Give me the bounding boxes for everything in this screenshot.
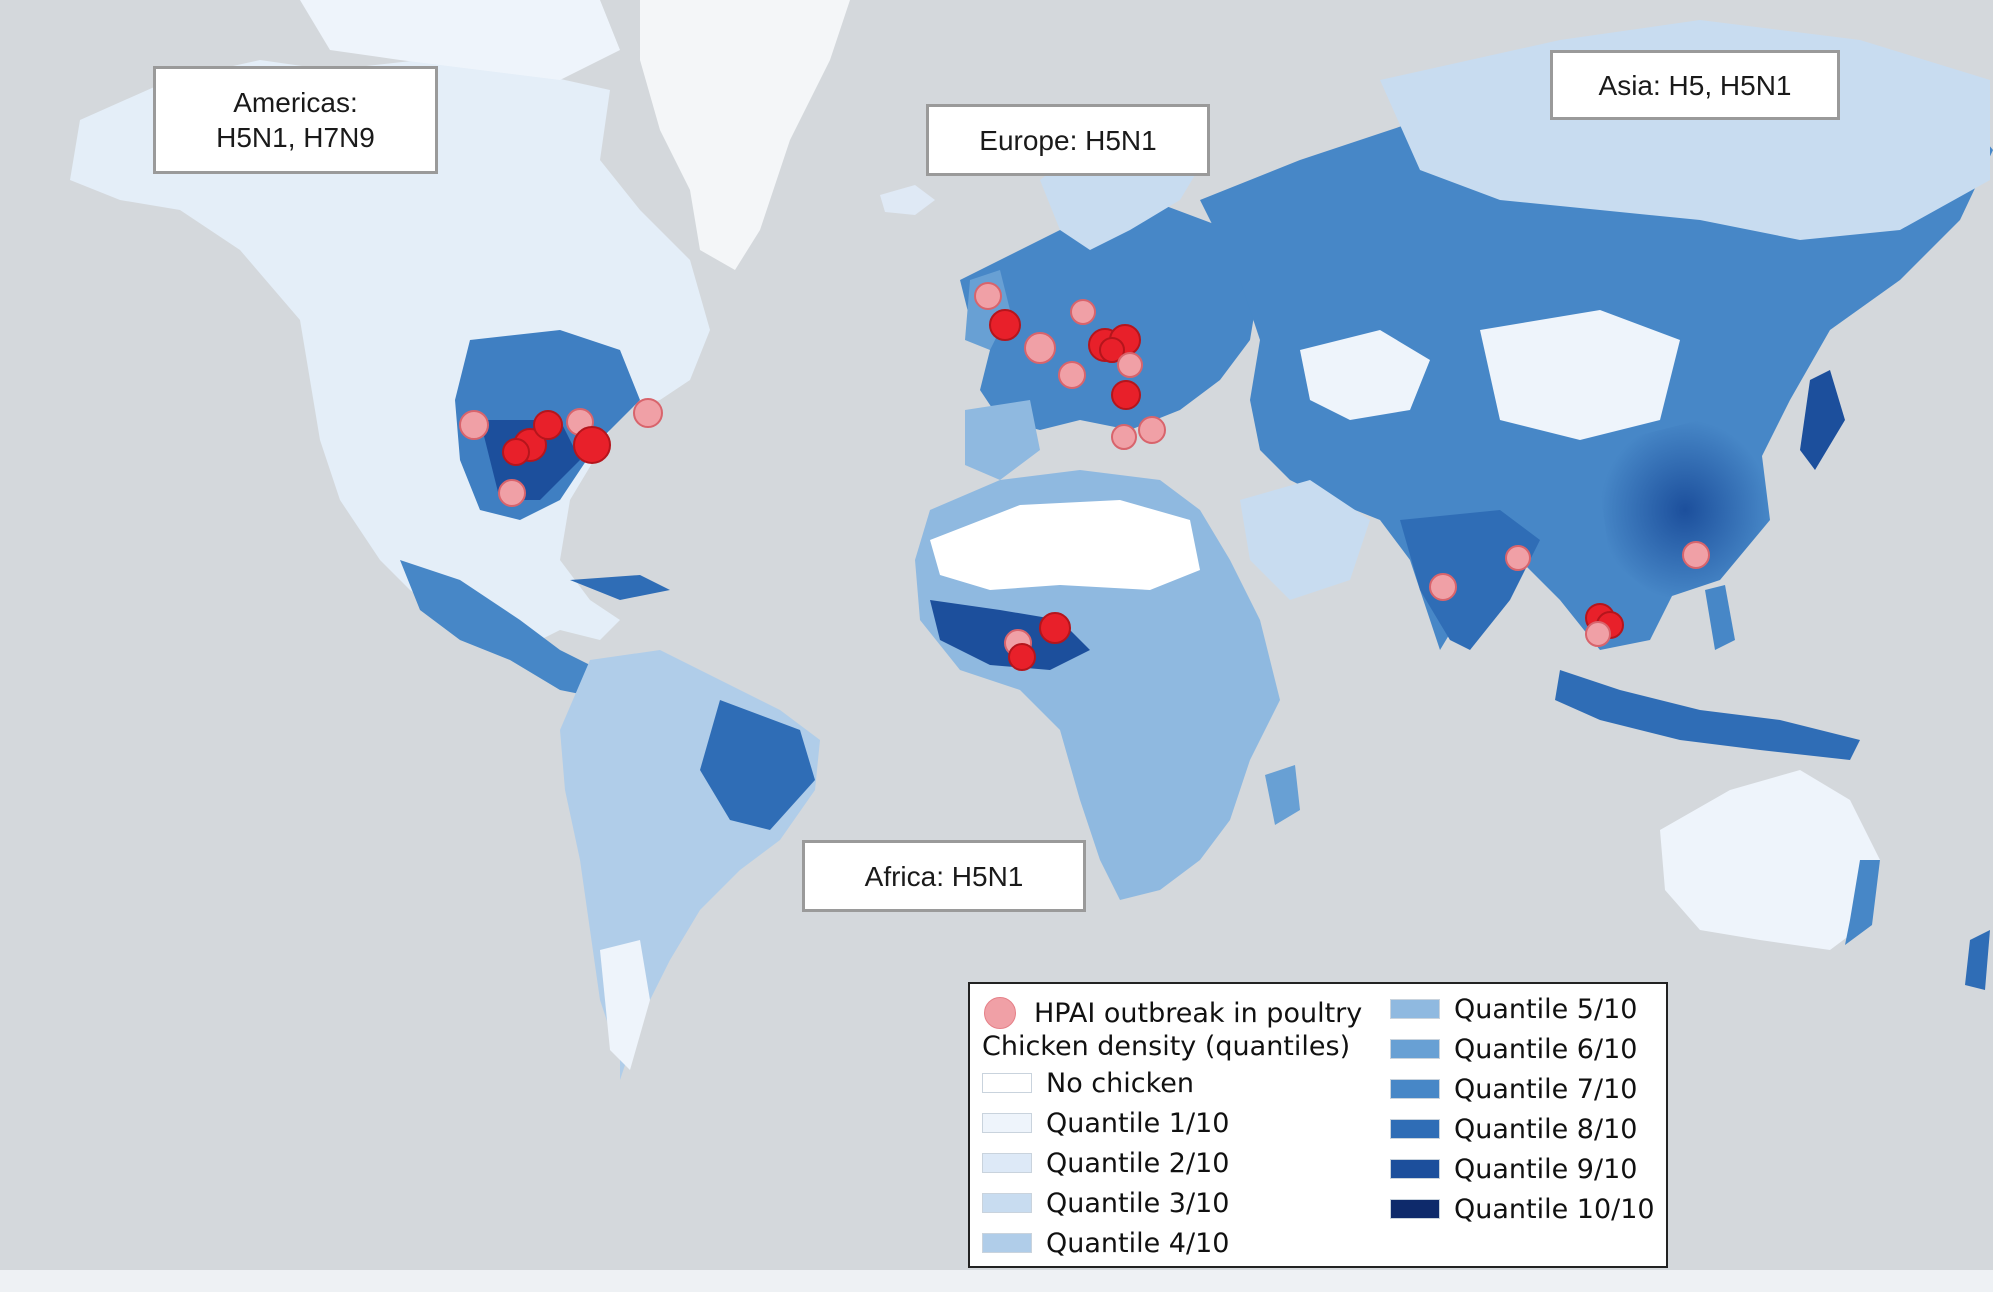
- americas-label: Americas: H5N1, H7N9: [153, 66, 438, 174]
- legend-swatch: [1390, 1039, 1440, 1059]
- legend-swatch: [982, 1153, 1032, 1173]
- outbreak-marker: [1008, 643, 1036, 671]
- iberia: [965, 400, 1040, 480]
- legend-class-label: Quantile 6/10: [1454, 1033, 1638, 1065]
- outbreak-marker: [633, 398, 663, 428]
- legend-swatch: [1390, 1079, 1440, 1099]
- outbreak-marker: [1070, 299, 1096, 325]
- na-arctic-islands: [300, 0, 620, 80]
- legend-class-label: Quantile 8/10: [1454, 1113, 1638, 1145]
- legend-class-label: No chicken: [1046, 1067, 1194, 1099]
- outbreak-marker: [1138, 416, 1166, 444]
- iceland: [880, 185, 935, 215]
- outbreak-marker: [1505, 545, 1531, 571]
- central-america: [400, 560, 630, 700]
- europe: [960, 200, 1260, 430]
- arabia: [1240, 480, 1370, 600]
- sahara: [930, 500, 1200, 590]
- legend-class-row: No chicken: [982, 1066, 1194, 1100]
- outbreak-marker: [1111, 380, 1141, 410]
- legend-outbreak-label: HPAI outbreak in poultry: [1034, 997, 1363, 1029]
- legend-swatch: [1390, 999, 1440, 1019]
- japan: [1800, 370, 1845, 470]
- outbreak-marker: [573, 426, 611, 464]
- legend-class-row: Quantile 2/10: [982, 1146, 1229, 1180]
- legend-class-row: Quantile 5/10: [1390, 992, 1637, 1026]
- patagonia: [600, 940, 650, 1070]
- outbreak-markers: [459, 282, 1710, 671]
- outbreak-marker: [533, 410, 563, 440]
- outbreak-marker: [502, 438, 530, 466]
- legend-class-row: Quantile 8/10: [1390, 1112, 1637, 1146]
- outbreak-marker: [1585, 621, 1611, 647]
- legend-swatch: [982, 1073, 1032, 1093]
- legend-class-label: Quantile 7/10: [1454, 1073, 1638, 1105]
- outbreak-marker: [1099, 337, 1125, 363]
- outbreak-marker: [1111, 424, 1137, 450]
- outbreak-marker: [974, 282, 1002, 310]
- legend-outbreak-row: HPAI outbreak in poultry: [970, 996, 1362, 1030]
- greenland: [640, 0, 850, 270]
- brazil-coast-dense: [700, 700, 815, 830]
- legend-class-label: Quantile 5/10: [1454, 993, 1638, 1025]
- caribbean: [570, 575, 670, 600]
- legend-swatch: [1390, 1159, 1440, 1179]
- tibet-mongolia: [1480, 310, 1680, 440]
- legend-swatch: [982, 1193, 1032, 1213]
- india: [1400, 510, 1540, 650]
- outbreak-marker: [1024, 332, 1056, 364]
- legend-class-row: Quantile 6/10: [1390, 1032, 1637, 1066]
- philippines: [1705, 585, 1735, 650]
- legend-class-label: Quantile 9/10: [1454, 1153, 1638, 1185]
- legend-density-title-text: Chicken density (quantiles): [982, 1030, 1351, 1062]
- antarctica: [0, 1270, 1993, 1292]
- outbreak-marker: [498, 479, 526, 507]
- australia-east-coast: [1845, 860, 1880, 945]
- outbreak-marker: [1058, 361, 1086, 389]
- legend-class-row: Quantile 3/10: [982, 1186, 1229, 1220]
- legend-swatch: [1390, 1199, 1440, 1219]
- outbreak-marker: [1429, 573, 1457, 601]
- africa-label: Africa: H5N1: [802, 840, 1086, 912]
- outbreak-marker: [989, 309, 1021, 341]
- legend-swatch: [982, 1233, 1032, 1253]
- legend-class-label: Quantile 4/10: [1046, 1227, 1230, 1259]
- outbreak-marker: [1682, 541, 1710, 569]
- europe-label: Europe: H5N1: [926, 104, 1210, 176]
- australia: [1660, 770, 1880, 950]
- legend-class-label: Quantile 2/10: [1046, 1147, 1230, 1179]
- legend-class-row: Quantile 10/10: [1390, 1192, 1655, 1226]
- legend-class-row: Quantile 7/10: [1390, 1072, 1637, 1106]
- legend-class-row: Quantile 4/10: [982, 1226, 1229, 1260]
- legend-swatch: [982, 1113, 1032, 1133]
- legend-class-row: Quantile 9/10: [1390, 1152, 1637, 1186]
- madagascar: [1265, 765, 1300, 825]
- east-asia-dense: [1600, 420, 1770, 600]
- outbreak-marker-swatch: [984, 997, 1016, 1029]
- legend-class-label: Quantile 3/10: [1046, 1187, 1230, 1219]
- southeast-asia-islands: [1555, 670, 1860, 760]
- central-asia-light: [1300, 330, 1430, 420]
- new-zealand: [1965, 930, 1990, 990]
- legend-density-title: Chicken density (quantiles): [982, 1029, 1350, 1063]
- outbreak-marker: [1039, 612, 1071, 644]
- map-legend: HPAI outbreak in poultry Chicken density…: [968, 982, 1668, 1268]
- legend-swatch: [1390, 1119, 1440, 1139]
- outbreak-marker: [1117, 352, 1143, 378]
- asia-label: Asia: H5, H5N1: [1550, 50, 1840, 120]
- legend-class-row: Quantile 1/10: [982, 1106, 1229, 1140]
- outbreak-marker: [459, 410, 489, 440]
- legend-class-label: Quantile 10/10: [1454, 1193, 1655, 1225]
- legend-class-label: Quantile 1/10: [1046, 1107, 1230, 1139]
